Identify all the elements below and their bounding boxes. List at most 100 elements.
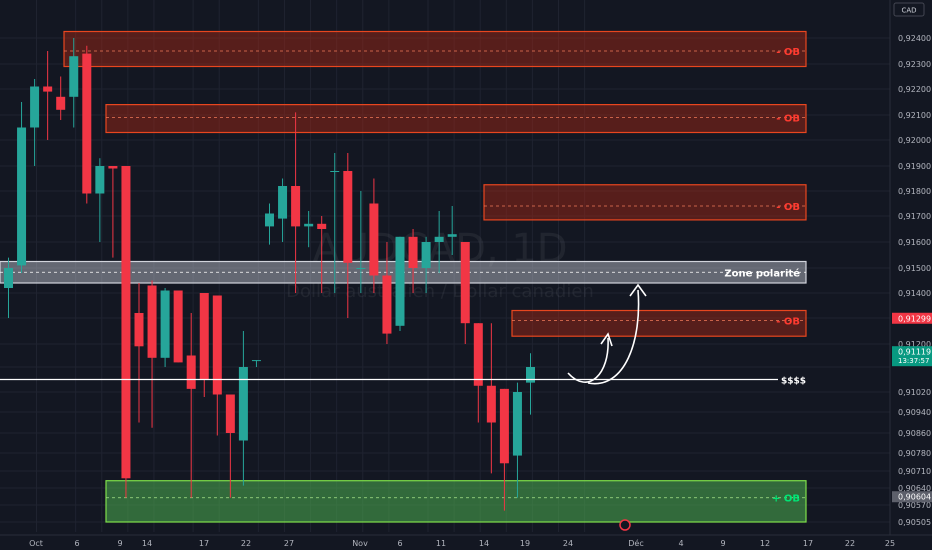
time-tick-label: 22 [845, 539, 855, 548]
candle-up [512, 392, 522, 456]
price-tick-label: 0,91800 [898, 187, 931, 196]
candle-down [134, 313, 144, 347]
event-marker-icon[interactable] [619, 519, 631, 531]
time-tick-label: 24 [563, 539, 573, 548]
candle-up [447, 234, 457, 237]
time-tick-label: 25 [885, 539, 895, 548]
candle-down [382, 275, 392, 334]
price-badge-value: 0,90604 [898, 493, 931, 502]
order-block-label: - OB [776, 114, 800, 125]
time-tick-label: 6 [397, 539, 402, 548]
candle-down [291, 186, 301, 227]
watermark: AUDCAD, 1D Dollar australien / Dollar ca… [286, 226, 594, 302]
price-tick-label: 0,92100 [898, 111, 931, 120]
time-tick-label: 11 [436, 539, 446, 548]
candle-up [160, 290, 170, 358]
price-tick-label: 0,92400 [898, 34, 931, 43]
candle-down [225, 394, 235, 433]
order-block-4 [511, 309, 807, 337]
candle-up [304, 223, 314, 227]
projection-arrow-long [587, 289, 640, 385]
time-tick-label: 14 [142, 539, 152, 548]
order-block-1 [63, 30, 807, 68]
currency-label: CAD [901, 7, 916, 15]
order-block-3 [483, 184, 807, 221]
price-badge [892, 346, 932, 367]
time-tick-label: 22 [241, 539, 251, 548]
candle-down [486, 385, 496, 423]
order-blocks: - OB - OB - OB - OB + OB Zone polarité [0, 30, 807, 523]
projection-arrows [567, 283, 647, 385]
price-tick-label: 0,90570 [898, 501, 931, 510]
polarity-zone-label: Zone polarité [724, 267, 800, 279]
price-tick-label: 0,90940 [898, 408, 931, 417]
candle-down [317, 223, 327, 229]
candle-up [434, 236, 444, 242]
price-badge-value: 0,91119 [898, 348, 931, 357]
order-block-label: - OB [776, 47, 800, 58]
order-block-label: - OB [776, 317, 800, 328]
candle-up [330, 171, 340, 172]
candle-up [251, 360, 261, 362]
price-tick-label: 0,92000 [898, 136, 931, 145]
price-tick-label: 0,90860 [898, 429, 931, 438]
price-tick-label: 0,91020 [898, 388, 931, 397]
liquidity-level: $$$$ [0, 377, 806, 387]
time-tick-label: 14 [479, 539, 489, 548]
candle-down [408, 236, 418, 268]
time-tick-label: 27 [284, 539, 294, 548]
order-block-5 [105, 480, 807, 523]
candle-down [173, 290, 183, 363]
event-marker[interactable] [619, 519, 631, 531]
time-tick-label: 17 [803, 539, 813, 548]
candle-up [238, 367, 248, 441]
time-tick-label: 12 [760, 539, 770, 548]
order-block-label: + OB [772, 494, 800, 505]
candle-up [30, 86, 40, 128]
price-badge-countdown: 13:37:57 [898, 357, 929, 365]
price-tick-label: 0,92200 [898, 85, 931, 94]
time-tick-label: Oct [29, 539, 43, 548]
time-axis[interactable]: Oct 6 9 14 17 22 27 Nov 6 11 14 19 24 Déc 4 9 12 17 22 25 [0, 534, 932, 548]
price-badge-value: 0,91299 [898, 314, 931, 323]
watermark-subtitle: Dollar australien / Dollar canadien [286, 281, 594, 302]
price-tick-label: 0,91700 [898, 212, 931, 221]
candle-down [343, 171, 353, 263]
candle-up [69, 56, 79, 97]
projection-arrow-short [567, 337, 609, 383]
candle-up [278, 186, 288, 219]
price-tick-label: 0,90710 [898, 467, 931, 476]
time-tick-label: 19 [520, 539, 530, 548]
order-block-2 [105, 103, 807, 134]
price-tick-label: 0,90640 [898, 484, 931, 493]
candle-down [473, 323, 483, 386]
price-axis[interactable]: 0,92400 0,92300 0,92200 0,92100 0,92000 0,919… [889, 0, 931, 535]
candle-down [460, 242, 470, 324]
arrowhead-long [629, 283, 647, 297]
time-tick-label: Nov [352, 539, 368, 548]
order-block-label: - OB [776, 202, 800, 213]
candle-down [186, 355, 196, 389]
candle-up [356, 268, 366, 269]
candle-down [147, 285, 157, 358]
currency-badge[interactable]: CAD [893, 2, 925, 17]
price-tick-label: 0,92300 [898, 60, 931, 69]
price-tick-label: 0,91900 [898, 162, 931, 171]
candle-down [108, 166, 118, 169]
candle-up [421, 242, 431, 268]
time-tick-label: 9 [117, 539, 122, 548]
time-tick-label: 9 [720, 539, 725, 548]
watermark-symbol: AUDCAD, 1D [312, 226, 567, 272]
currency-badge-box[interactable] [893, 2, 925, 17]
candle-down [121, 166, 131, 479]
candle-up [265, 213, 274, 227]
candle-up [95, 166, 105, 194]
candle-up [395, 236, 405, 326]
candle-down [43, 86, 53, 92]
candle-up [4, 268, 13, 288]
price-tick-label: 0,90505 [898, 518, 931, 527]
liquidity-label: $$$$ [781, 377, 806, 387]
candle-down [199, 293, 209, 380]
